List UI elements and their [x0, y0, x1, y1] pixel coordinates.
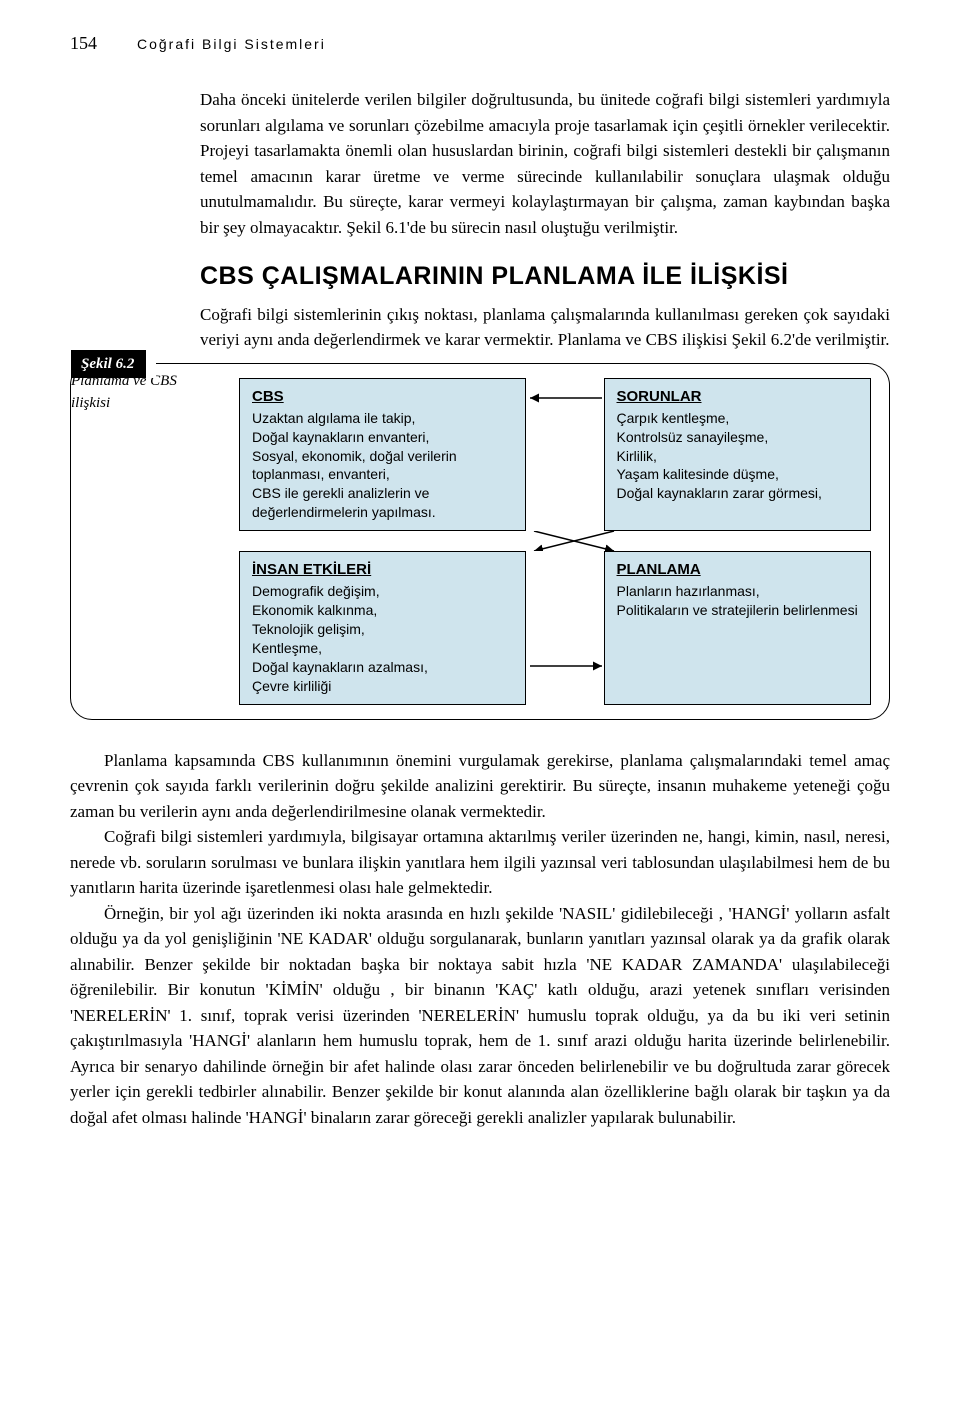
section-lead: Coğrafi bilgi sistemlerinin çıkış noktas… — [200, 302, 890, 353]
diagram-row-bottom: İNSAN ETKİLERİ Demografik değişim, Ekono… — [239, 551, 871, 705]
figure-number: Şekil 6.2 — [71, 350, 146, 379]
body-paragraph-1: Planlama kapsamında CBS kullanımının öne… — [70, 748, 890, 825]
box-insan: İNSAN ETKİLERİ Demografik değişim, Ekono… — [239, 551, 526, 705]
box-insan-body: Demografik değişim, Ekonomik kalkınma, T… — [252, 582, 513, 695]
box-planlama: PLANLAMA Planların hazırlanması, Politik… — [604, 551, 872, 705]
figure-label-block: Şekil 6.2 Planlama ve CBS ilişkisi — [71, 364, 221, 415]
page-header: 154 Coğrafi Bilgi Sistemleri — [70, 30, 890, 57]
intro-paragraph: Daha önceki ünitelerde verilen bilgiler … — [200, 87, 890, 240]
section-title: CBS ÇALIŞMALARININ PLANLAMA İLE İLİŞKİSİ — [200, 258, 890, 296]
diagram-row-top: CBS Uzaktan algılama ile takip, Doğal ka… — [239, 378, 871, 532]
diagram: CBS Uzaktan algılama ile takip, Doğal ka… — [239, 378, 871, 705]
gap-top — [526, 378, 604, 532]
body-paragraph-2: Coğrafi bilgi sistemleri yardımıyla, bil… — [70, 824, 890, 901]
figure-6-2: Şekil 6.2 Planlama ve CBS ilişkisi CBS U… — [70, 363, 890, 720]
running-title: Coğrafi Bilgi Sistemleri — [137, 34, 326, 55]
gap-bottom — [526, 551, 604, 705]
diagram-row-gap — [239, 531, 871, 551]
box-sorunlar-title: SORUNLAR — [617, 387, 859, 407]
diagonal-arrows — [239, 531, 899, 551]
box-planlama-title: PLANLAMA — [617, 560, 859, 580]
box-sorunlar-body: Çarpık kentleşme, Kontrolsüz sanayileşme… — [617, 409, 859, 503]
box-cbs-title: CBS — [252, 387, 513, 407]
box-cbs: CBS Uzaktan algılama ile takip, Doğal ka… — [239, 378, 526, 532]
arrow-bottom-horizontal — [526, 551, 606, 691]
arrow-top-horizontal — [526, 378, 606, 518]
box-cbs-body: Uzaktan algılama ile takip, Doğal kaynak… — [252, 409, 513, 522]
box-planlama-body: Planların hazırlanması, Politikaların ve… — [617, 582, 859, 620]
body-paragraph-3: Örneğin, bir yol ağı üzerinden iki nokta… — [70, 901, 890, 1131]
box-sorunlar: SORUNLAR Çarpık kentleşme, Kontrolsüz sa… — [604, 378, 872, 532]
box-insan-title: İNSAN ETKİLERİ — [252, 560, 513, 580]
page-number: 154 — [70, 30, 97, 57]
